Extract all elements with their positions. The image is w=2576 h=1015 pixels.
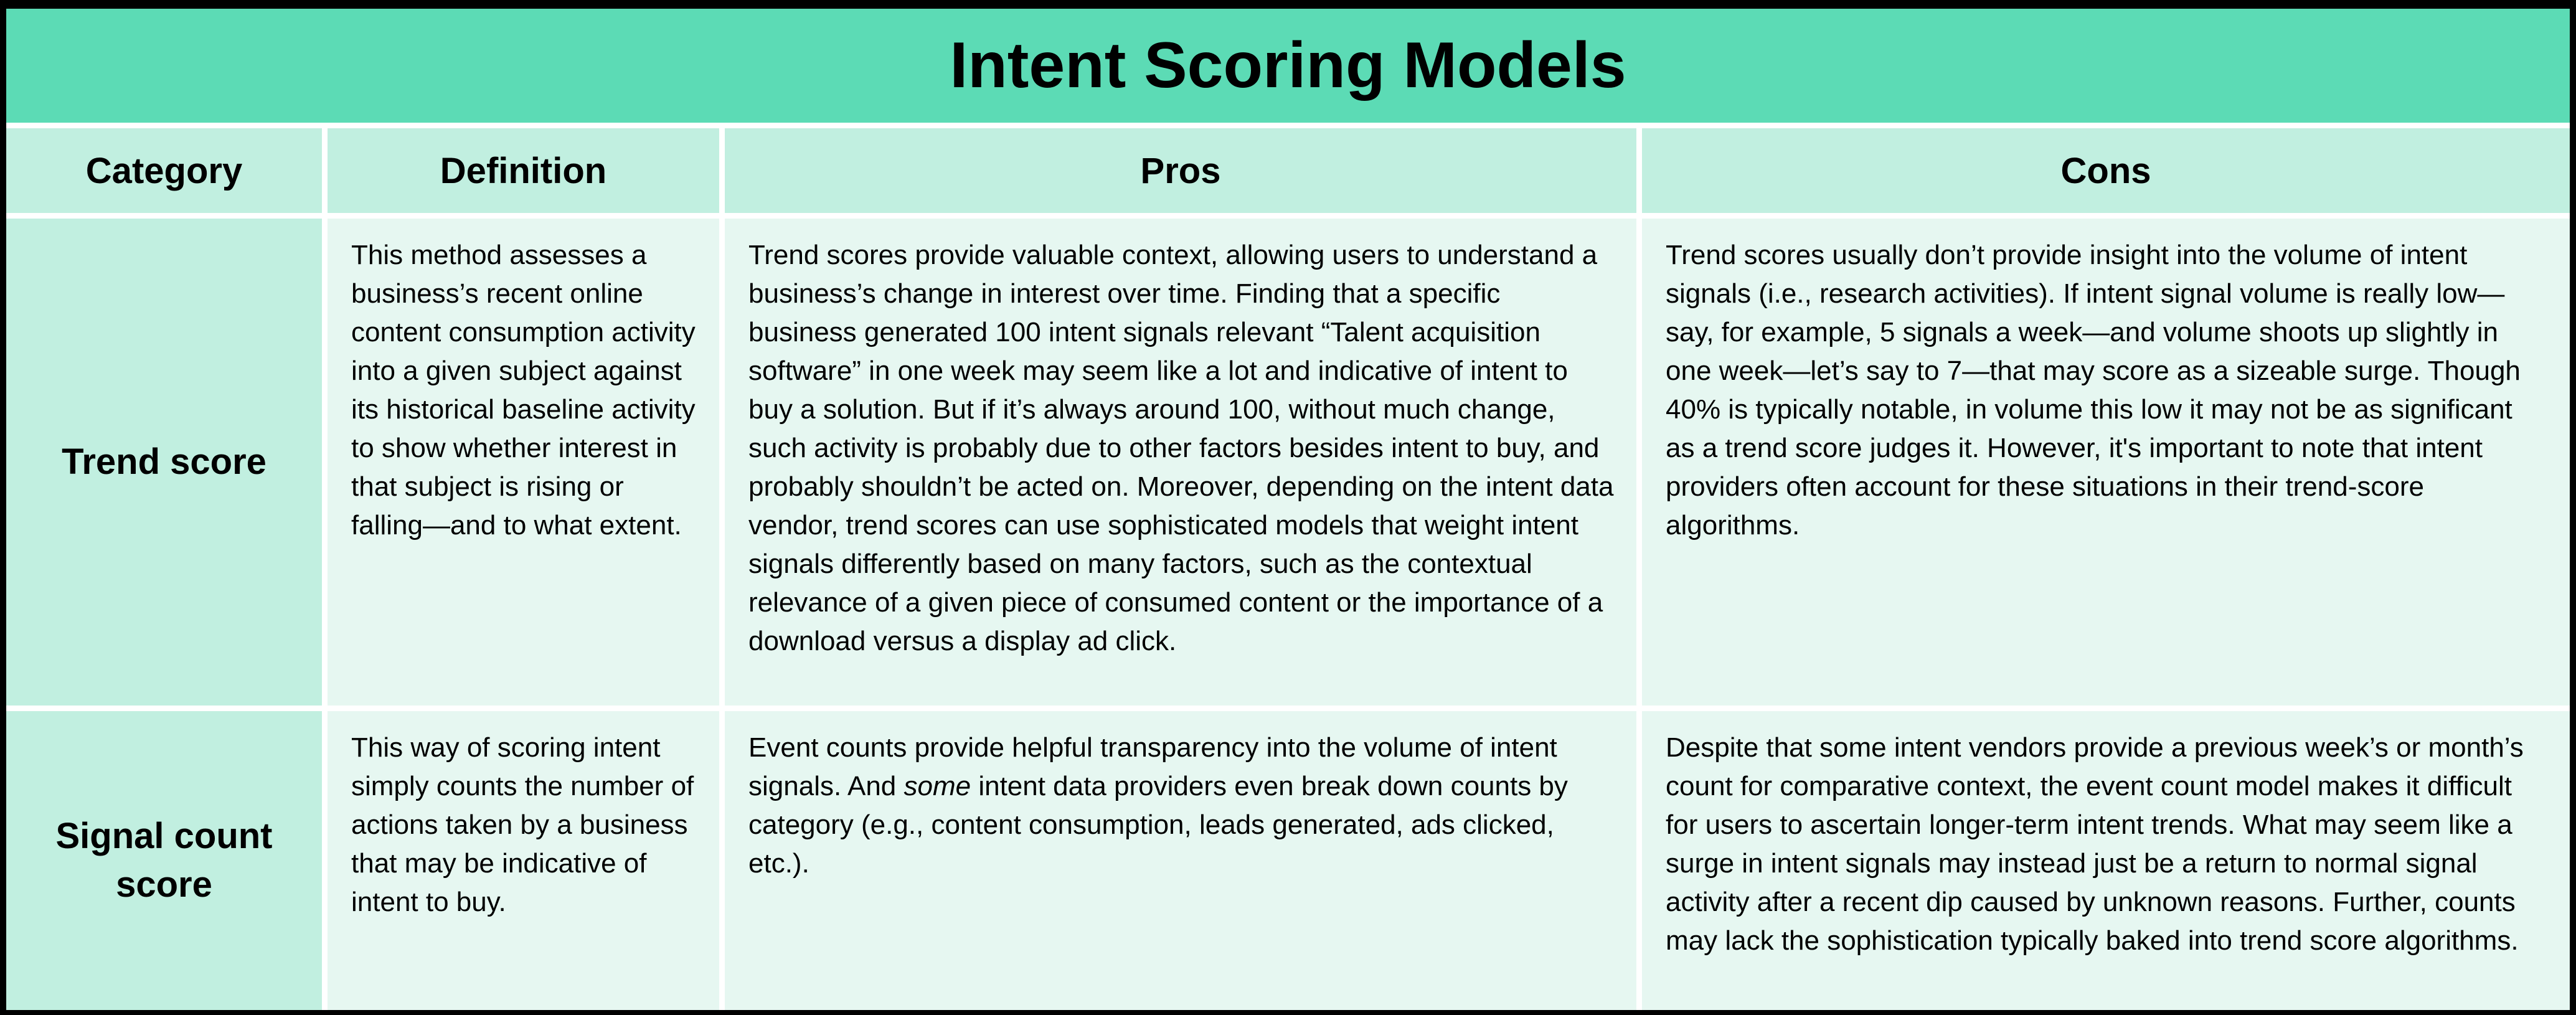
row-signal-count-score-cons: Despite that some intent vendors provide…	[1642, 711, 2570, 1010]
row-trend-score-category: Trend score	[6, 219, 322, 706]
row-trend-score-definition: This method assesses a business’s recent…	[328, 219, 719, 706]
column-header-definition: Definition	[328, 128, 719, 213]
row-signal-count-score-category: Signal count score	[6, 711, 322, 1010]
row-signal-count-score-definition: This way of scoring intent simply counts…	[328, 711, 719, 1010]
table-grid: Category Definition Pros Cons Trend scor…	[6, 128, 2570, 1010]
column-header-pros: Pros	[725, 128, 1636, 213]
page-title: Intent Scoring Models	[950, 29, 1626, 102]
column-header-cons: Cons	[1642, 128, 2570, 213]
row-signal-count-score-pros: Event counts provide helpful transparenc…	[725, 711, 1636, 1010]
row-trend-score-cons: Trend scores usually don’t provide insig…	[1642, 219, 2570, 706]
title-bar: Intent Scoring Models	[6, 9, 2570, 123]
row-trend-score-pros: Trend scores provide valuable context, a…	[725, 219, 1636, 706]
intent-scoring-table: Intent Scoring Models Category Definitio…	[6, 9, 2570, 1010]
column-header-category: Category	[6, 128, 322, 213]
